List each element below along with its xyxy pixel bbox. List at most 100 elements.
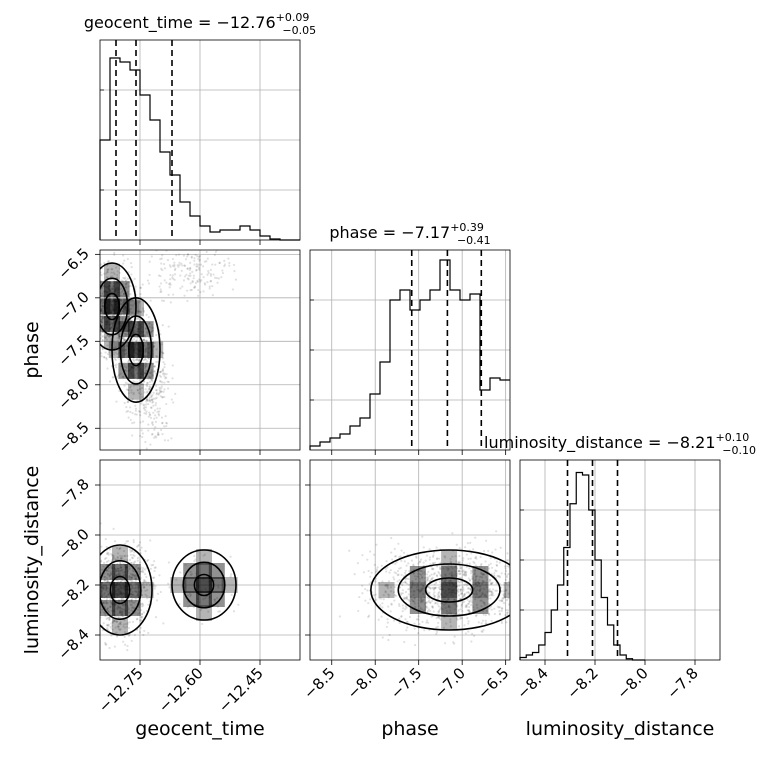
sample-point [140,616,143,619]
sample-point [548,620,550,622]
sample-point [95,598,97,600]
sample-point [100,280,102,283]
sample-point [190,288,193,292]
title-value: −8.21 [666,433,715,452]
contour-level-3 [100,544,153,636]
sample-point [91,590,93,592]
sample-point [459,572,462,575]
sample-point [112,351,115,354]
sample-point [112,555,115,558]
sample-point [128,621,131,624]
sample-point [150,369,153,372]
density-cell [378,582,395,598]
sample-point [498,613,501,616]
sample-point [503,565,507,568]
sample-point [438,572,441,575]
sample-point [136,613,139,616]
contour-level-2 [397,563,501,617]
sample-point [124,339,127,342]
sample-point [141,570,144,573]
sample-point [139,402,143,405]
sample-point [173,278,176,281]
sample-point [134,404,137,407]
sample-point [118,358,121,361]
sample-point [100,559,103,562]
sample-point [424,580,427,583]
sample-point [77,614,79,616]
sample-point [161,396,164,399]
sample-point [431,576,434,579]
sample-point [514,569,516,571]
sample-point [127,389,131,392]
sample-point [125,405,128,409]
sample-point [88,563,90,565]
sample-point [449,620,452,624]
sample-point [496,574,499,577]
sample-point [169,301,172,304]
sample-point [464,573,468,576]
sample-point [125,625,129,628]
sample-point [106,268,109,271]
sample-point [130,639,133,643]
sample-point [138,611,141,615]
density-cell [441,550,458,566]
sample-point [93,608,95,610]
sample-point [126,277,130,280]
sample-point [94,610,96,612]
sample-point [401,610,404,613]
sample-point [449,625,452,628]
sample-point [159,371,162,374]
sample-point [154,372,157,375]
density-cell [128,321,144,338]
sample-point [211,294,214,297]
sample-point [148,386,151,389]
sample-point [202,290,205,293]
sample-point [103,575,106,579]
sample-point [143,406,146,409]
sample-point [197,257,200,261]
density-panel-geocent_time-vs-luminosity_distance [77,459,301,665]
sample-point [104,537,107,541]
sample-point [154,414,157,417]
sample-point [143,580,147,583]
sample-point [150,406,153,409]
sample-point [398,567,401,570]
sample-point [435,574,439,578]
sample-point [143,372,147,375]
sample-point [124,334,128,337]
sample-point [495,589,498,592]
density-cell [100,600,116,616]
sample-point [97,299,99,301]
sample-point [490,619,493,623]
sample-point [161,324,164,327]
sample-point [505,588,508,591]
sample-point [107,623,110,626]
sample-point [487,564,490,567]
sample-point [119,294,122,297]
sample-point [150,394,153,398]
sample-point [385,585,388,588]
sample-point [498,612,502,615]
sample-point [142,407,146,410]
sample-point [145,398,149,401]
sample-point [400,559,403,563]
sample-point [90,597,92,599]
sample-point [458,560,461,563]
sample-point [95,583,97,585]
sample-point [126,382,129,385]
sample-point [111,275,114,278]
sample-point [490,590,493,593]
sample-point [522,567,524,569]
sample-point [108,380,112,383]
sample-point [436,602,439,606]
sample-point [116,270,119,273]
sample-point [144,358,147,361]
sample-point [105,358,108,361]
sample-point [101,339,104,342]
sample-point [151,329,154,332]
sample-point [178,263,181,267]
sample-point [123,335,126,338]
sample-point [379,604,382,607]
sample-point [172,293,175,296]
sample-point [428,585,431,589]
